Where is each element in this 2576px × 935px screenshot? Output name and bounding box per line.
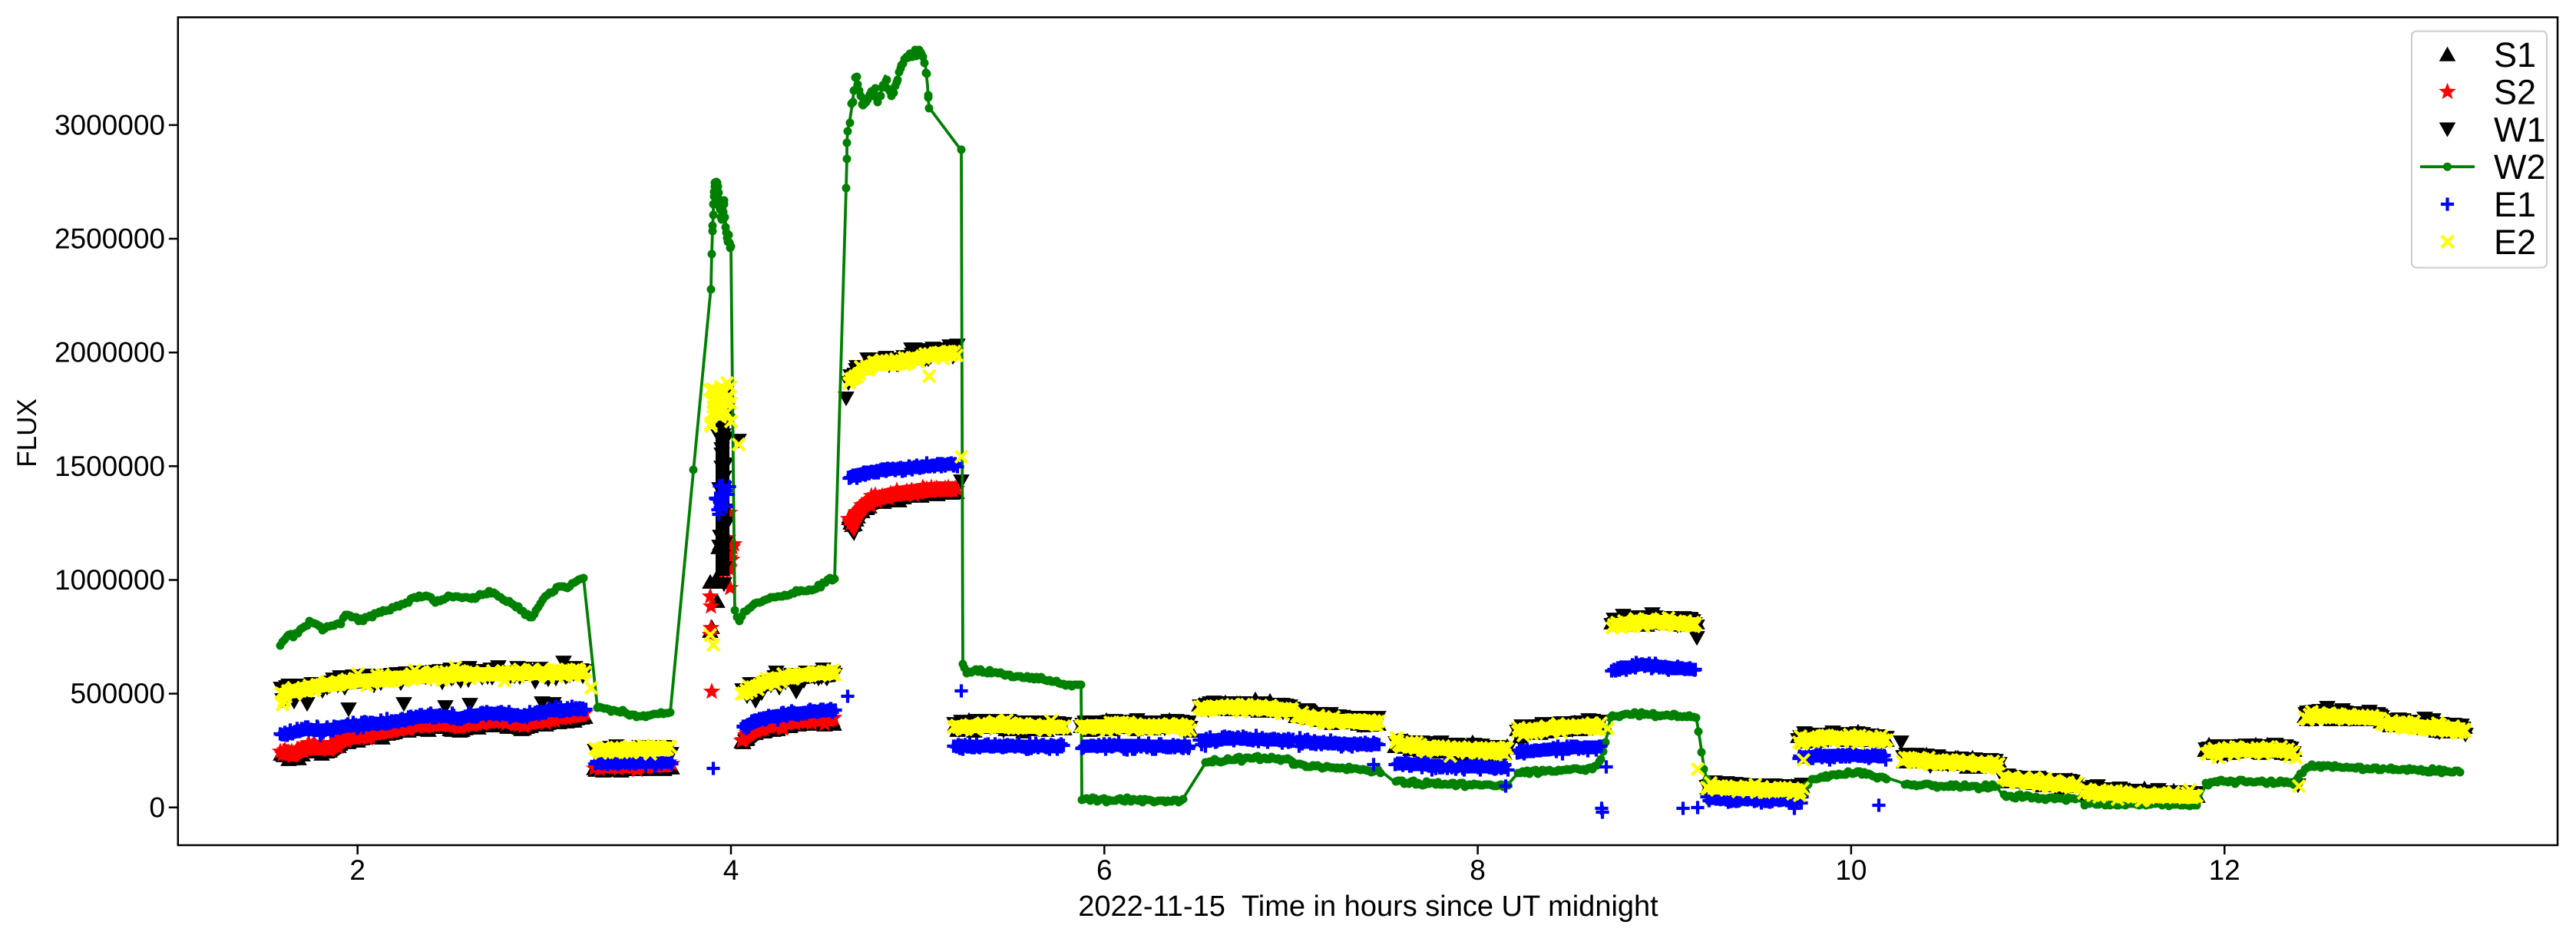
svg-text:6: 6 <box>1096 854 1113 886</box>
svg-text:4: 4 <box>723 854 739 886</box>
svg-text:2022-11-15 Time in hours sinc: 2022-11-15 Time in hours since UT midnig… <box>1078 890 1658 923</box>
svg-text:S1: S1 <box>2494 35 2536 74</box>
svg-text:W2: W2 <box>2494 147 2546 187</box>
svg-text:W1: W1 <box>2494 110 2546 149</box>
svg-text:2: 2 <box>349 854 365 886</box>
svg-text:S2: S2 <box>2494 73 2536 112</box>
svg-text:10: 10 <box>1835 854 1867 886</box>
svg-text:500000: 500000 <box>71 678 165 709</box>
svg-text:0: 0 <box>149 791 165 823</box>
svg-text:12: 12 <box>2209 854 2240 886</box>
svg-text:2000000: 2000000 <box>55 337 165 368</box>
svg-text:FLUX: FLUX <box>12 398 42 467</box>
svg-text:3000000: 3000000 <box>55 109 165 140</box>
svg-text:2500000: 2500000 <box>55 223 165 255</box>
svg-text:E1: E1 <box>2494 185 2536 224</box>
svg-text:8: 8 <box>1470 854 1486 886</box>
svg-text:1000000: 1000000 <box>55 564 165 596</box>
svg-text:1500000: 1500000 <box>55 451 165 482</box>
svg-text:E2: E2 <box>2494 223 2536 262</box>
